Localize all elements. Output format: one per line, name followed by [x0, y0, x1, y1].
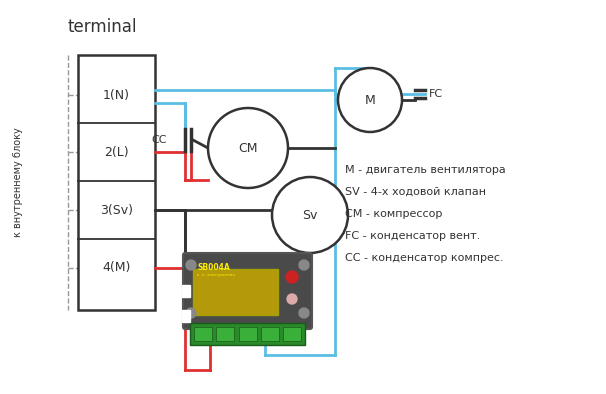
Text: CM: CM — [238, 141, 258, 154]
Bar — [194, 327, 212, 341]
Bar — [216, 327, 235, 341]
Text: 2(L): 2(L) — [104, 145, 129, 158]
Text: Sv: Sv — [302, 208, 318, 221]
Circle shape — [186, 308, 196, 318]
FancyBboxPatch shape — [183, 253, 312, 329]
Bar — [261, 327, 279, 341]
Circle shape — [299, 308, 309, 318]
Text: FC - конденсатор вент.: FC - конденсатор вент. — [345, 231, 480, 241]
Bar — [182, 285, 190, 297]
Text: М - двигатель вентилятора: М - двигатель вентилятора — [345, 165, 506, 175]
Text: SV - 4-х ходовой клапан: SV - 4-х ходовой клапан — [345, 187, 486, 197]
Bar — [239, 327, 256, 341]
Text: к внутреннему блоку: к внутреннему блоку — [13, 128, 23, 237]
Text: СМ - компрессор: СМ - компрессор — [345, 209, 442, 219]
Bar — [193, 269, 278, 315]
Circle shape — [338, 68, 402, 132]
Text: 3(Sv): 3(Sv) — [100, 203, 133, 216]
Bar — [78, 55, 155, 310]
Circle shape — [287, 294, 297, 304]
Circle shape — [208, 108, 288, 188]
Circle shape — [286, 271, 298, 283]
Circle shape — [186, 260, 196, 270]
Bar — [190, 323, 305, 345]
Bar — [283, 327, 301, 341]
Text: terminal: terminal — [68, 18, 138, 36]
Text: 4(M): 4(M) — [102, 262, 131, 275]
Text: к. к. электронник: к. к. электронник — [197, 273, 235, 277]
Text: CC: CC — [152, 135, 167, 145]
Text: SB004A: SB004A — [197, 263, 230, 272]
Circle shape — [272, 177, 348, 253]
Bar — [182, 310, 190, 322]
Text: FC: FC — [429, 89, 443, 99]
Text: 1(N): 1(N) — [103, 89, 130, 102]
Text: СС - конденсатор компрес.: СС - конденсатор компрес. — [345, 253, 504, 263]
Text: M: M — [365, 93, 375, 106]
Circle shape — [299, 260, 309, 270]
